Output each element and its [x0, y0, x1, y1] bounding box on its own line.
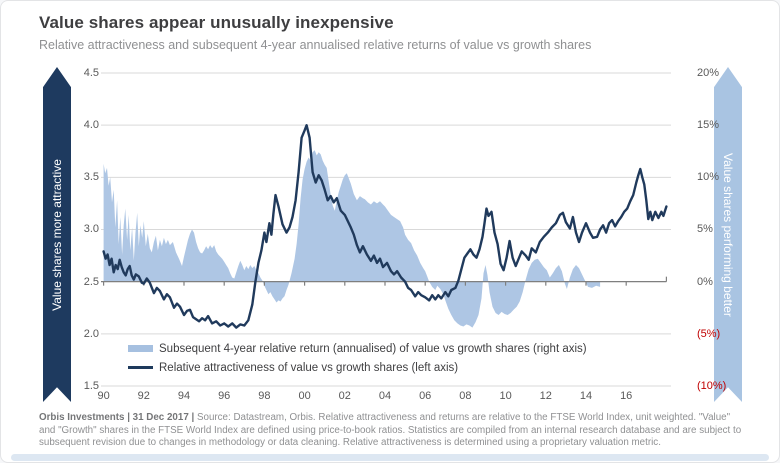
return-area-series — [103, 150, 601, 328]
left-axis-tick: 1.5 — [83, 379, 99, 392]
up-arrow-ribbon — [714, 67, 742, 402]
x-axis-tick: 02 — [338, 389, 351, 402]
right-banner-label: Value shares performing better — [721, 152, 735, 317]
x-axis-tick: 12 — [539, 389, 552, 402]
page-subtitle: Relative attractiveness and subsequent 4… — [39, 38, 592, 52]
line-swatch — [128, 366, 153, 369]
left-axis-tick: 2.5 — [83, 275, 99, 288]
right-axis-tick: (10%) — [697, 379, 727, 392]
footnote-lead: Orbis Investments | 31 Dec 2017 | — [39, 412, 195, 423]
left-axis-tick: 3.0 — [83, 223, 99, 236]
footnote-text: Source: Datastream, Orbis. Relative attr… — [39, 412, 742, 449]
x-axis-tick: 10 — [499, 389, 512, 402]
x-axis-tick: 98 — [258, 389, 271, 402]
right-axis-tick: (5%) — [697, 327, 721, 340]
x-axis-tick: 94 — [177, 389, 191, 402]
left-axis-tick: 4.5 — [83, 67, 99, 79]
source-footnote: Orbis Investments | 31 Dec 2017 | Source… — [39, 412, 749, 450]
left-banner-label: Value shares more attractive — [50, 158, 64, 311]
right-axis-tick: 5% — [697, 223, 713, 236]
x-axis-tick: 04 — [378, 389, 392, 402]
legend-label-line: Relative attractiveness of value vs grow… — [159, 361, 459, 374]
right-axis-tick: 0% — [697, 275, 713, 288]
legend-label-area: Subsequent 4-year relative return (annua… — [159, 342, 587, 355]
left-axis-tick: 2.0 — [83, 327, 99, 340]
x-axis-tick: 90 — [97, 389, 110, 402]
x-axis-tick: 00 — [298, 389, 311, 402]
bottom-accent-strip — [11, 454, 769, 461]
x-axis-tick: 06 — [419, 389, 432, 402]
page-title: Value shares appear unusually inexpensiv… — [39, 13, 394, 32]
left-axis-tick: 4.0 — [83, 119, 99, 132]
area-swatch — [128, 345, 153, 352]
right-axis-tick: 10% — [697, 171, 720, 184]
right-axis-tick: 15% — [697, 119, 720, 132]
left-axis-tick: 3.5 — [83, 171, 99, 184]
chart-plot — [101, 72, 671, 387]
chart-legend: Subsequent 4-year relative return (annua… — [128, 339, 587, 377]
attractiveness-line-series — [102, 124, 668, 329]
x-axis-tick: 16 — [620, 389, 633, 402]
legend-item-area: Subsequent 4-year relative return (annua… — [128, 339, 587, 358]
right-axis-tick: 20% — [697, 67, 720, 79]
legend-item-line: Relative attractiveness of value vs grow… — [128, 358, 587, 377]
left-banner-value-more-attractive: Value shares more attractive — [43, 67, 71, 402]
x-axis-tick: 96 — [218, 389, 231, 402]
up-arrow-ribbon — [43, 67, 71, 402]
x-axis-tick: 14 — [579, 389, 593, 402]
x-axis-tick: 08 — [459, 389, 472, 402]
right-banner-value-performing-better: Value shares performing better — [714, 67, 742, 402]
x-axis-tick: 92 — [137, 389, 150, 402]
